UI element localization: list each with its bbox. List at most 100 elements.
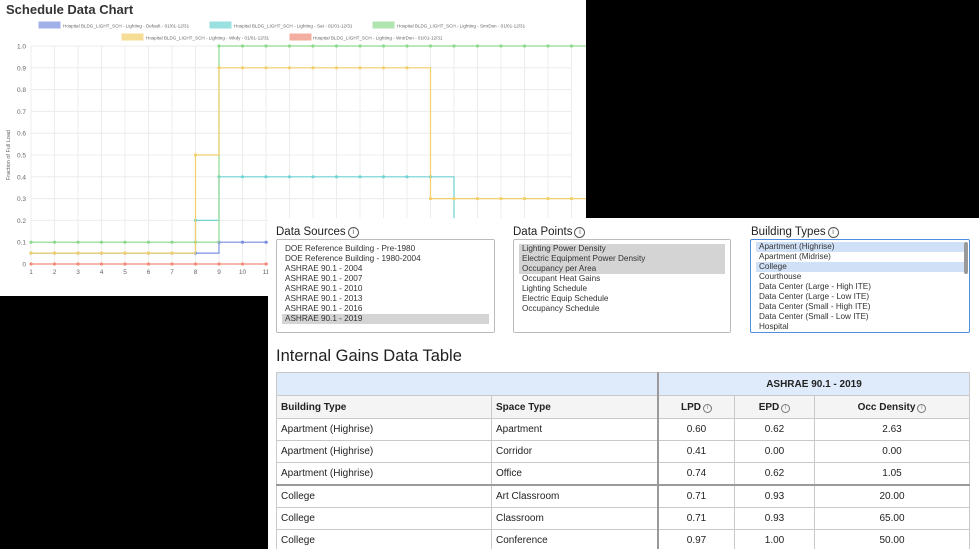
- data-sources-select[interactable]: DOE Reference Building - Pre-1980 DOE Ref…: [276, 239, 495, 333]
- building-types-scrollbar[interactable]: [964, 242, 968, 274]
- data-point: [334, 44, 339, 48]
- select-option[interactable]: College: [756, 262, 964, 272]
- column-header-lpd: LPD i: [657, 395, 735, 419]
- data-point: [264, 66, 268, 70]
- x-tick-label: 5: [123, 269, 127, 276]
- data-point: [217, 262, 221, 266]
- select-option[interactable]: Data Center (Small - Low ITE): [759, 312, 869, 321]
- select-option[interactable]: Occupancy per Area: [519, 264, 725, 274]
- y-tick-label: 0.4: [17, 174, 26, 181]
- info-icon[interactable]: i: [781, 403, 791, 413]
- building-types-group: Building Types i: [751, 224, 839, 240]
- data-point: [569, 197, 574, 201]
- select-option[interactable]: Courthouse: [759, 272, 802, 281]
- select-option[interactable]: ASHRAE 90.1 - 2010: [285, 284, 363, 293]
- y-tick-label: 0.1: [17, 240, 26, 247]
- select-option[interactable]: Occupancy Schedule: [522, 304, 600, 313]
- table-group-header: ASHRAE 90.1 - 2019: [657, 372, 970, 396]
- column-header-building-type: Building Type: [276, 395, 492, 419]
- cell-space-type: Classroom: [491, 507, 659, 530]
- select-option[interactable]: Lighting Schedule: [522, 284, 588, 293]
- building-types-select[interactable]: Apartment (Highrise) Apartment (Midrise) C…: [750, 239, 970, 333]
- cell-epd: 0.62: [734, 462, 815, 486]
- data-point: [475, 44, 480, 48]
- y-tick-label: 0.7: [17, 109, 26, 116]
- data-point: [287, 44, 292, 48]
- select-option[interactable]: Hospital: [759, 322, 789, 331]
- data-points-select[interactable]: Lighting Power Density Electric Equipment…: [513, 239, 731, 333]
- cell-building-type: College: [276, 507, 492, 530]
- cell-occ-density: 0.00: [814, 440, 970, 463]
- column-header-occ-density: Occ Density i: [814, 395, 970, 419]
- y-axis-label: Fraction of Full Load: [6, 130, 12, 180]
- select-option[interactable]: Electric Equipment Power Density: [519, 254, 725, 264]
- select-option[interactable]: Data Center (Large - Low ITE): [759, 292, 870, 301]
- y-tick-label: 0.6: [17, 131, 26, 138]
- data-point: [240, 44, 245, 48]
- series-line: [31, 67, 586, 254]
- data-point: [170, 251, 174, 255]
- info-icon[interactable]: i: [703, 403, 712, 413]
- info-icon[interactable]: i: [574, 227, 586, 238]
- select-option[interactable]: DOE Reference Building - Pre-1980: [285, 244, 416, 253]
- data-point: [405, 66, 409, 70]
- select-option[interactable]: Data Center (Large - High ITE): [759, 282, 871, 291]
- data-point: [358, 66, 362, 70]
- data-point: [522, 44, 527, 48]
- cell-occ-density: 65.00: [814, 507, 970, 530]
- data-point: [499, 44, 503, 48]
- select-option[interactable]: Apartment (Highrise): [756, 242, 964, 252]
- data-point: [311, 175, 315, 179]
- data-point: [334, 66, 339, 70]
- select-option[interactable]: ASHRAE 90.1 - 2019: [282, 314, 489, 324]
- data-point: [217, 44, 221, 48]
- select-option[interactable]: ASHRAE 90.1 - 2016: [285, 304, 363, 313]
- select-option[interactable]: DOE Reference Building - 1980-2004: [285, 254, 421, 263]
- data-point: [475, 197, 480, 201]
- table-column-header-row: Building Type Space Type LPD i EPD i Occ D…: [276, 395, 970, 419]
- cell-building-type: Apartment (Highrise): [276, 462, 492, 486]
- table-group-header-row: ASHRAE 90.1 - 2019: [276, 372, 970, 396]
- cell-building-type: Apartment (Highrise): [276, 440, 492, 463]
- data-point: [123, 240, 127, 244]
- select-option[interactable]: Lighting Power Density: [519, 244, 725, 254]
- select-option[interactable]: Data Center (Small - High ITE): [759, 302, 871, 311]
- data-point: [123, 251, 127, 255]
- series-line: [31, 45, 586, 243]
- cell-occ-density: 50.00: [814, 529, 970, 549]
- data-point: [76, 240, 80, 244]
- table-row: College Art Classroom 0.71 0.93 20.00: [276, 484, 970, 508]
- cell-epd: 0.62: [734, 418, 815, 441]
- legend-label: Hospital BLDG_LIGHT_SCH - Lighting - Sat…: [234, 24, 353, 29]
- select-option[interactable]: ASHRAE 90.1 - 2013: [285, 294, 363, 303]
- y-tick-label: 0.2: [17, 218, 26, 225]
- select-option[interactable]: Apartment (Midrise): [759, 252, 831, 261]
- data-sources-title: Data Sources: [276, 226, 346, 238]
- data-point: [311, 66, 315, 70]
- select-option[interactable]: ASHRAE 90.1 - 2004: [285, 264, 363, 273]
- legend-label: Hospital BLDG_LIGHT_SCH - Lighting - Smr…: [397, 24, 526, 29]
- info-icon[interactable]: i: [917, 403, 927, 413]
- select-option[interactable]: Occupant Heat Gains: [522, 274, 601, 283]
- y-tick-label: 0.5: [17, 153, 26, 160]
- data-point: [522, 197, 527, 201]
- building-types-title: Building Types: [751, 226, 826, 238]
- cell-epd: 1.00: [734, 529, 815, 549]
- select-option[interactable]: ASHRAE 90.1 - 2007: [285, 274, 363, 283]
- x-tick-label: 4: [100, 269, 104, 276]
- y-tick-label: 0.3: [17, 196, 26, 203]
- data-point: [452, 197, 456, 201]
- x-tick-label: 2: [53, 269, 57, 276]
- select-option[interactable]: Electric Equip Schedule: [522, 294, 609, 303]
- info-icon[interactable]: i: [827, 227, 839, 238]
- cell-space-type: Apartment: [491, 418, 659, 441]
- data-point: [29, 240, 33, 244]
- data-point: [240, 175, 245, 179]
- column-header-space-type: Space Type: [491, 395, 659, 419]
- info-icon[interactable]: i: [347, 227, 359, 238]
- cell-space-type: Office: [491, 462, 659, 486]
- x-tick-label: 10: [239, 269, 247, 276]
- legend-swatch: [38, 21, 61, 29]
- data-point: [428, 197, 433, 201]
- data-point: [123, 262, 127, 266]
